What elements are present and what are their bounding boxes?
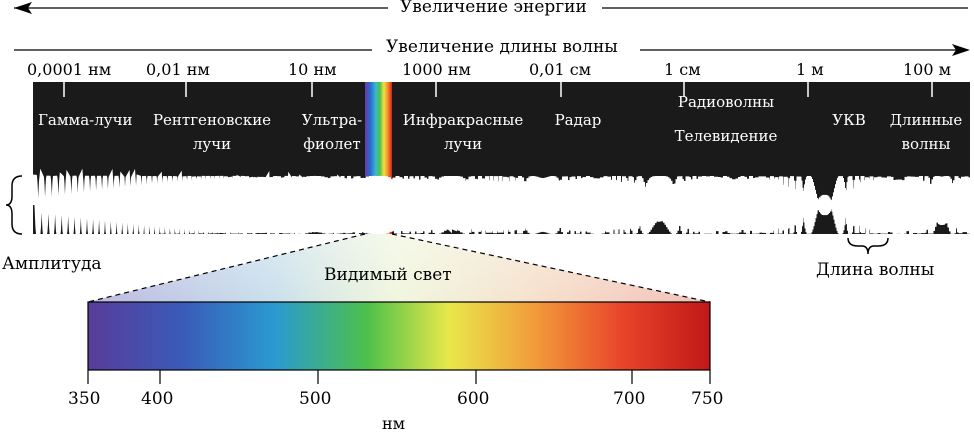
band-vhf-label: УКВ [832,111,866,129]
energy-arrow [14,2,968,14]
visible-scale-label: 350 [68,389,101,409]
band-vhf: УКВ [822,108,876,132]
amplitude-label: Амплитуда [2,254,102,274]
band-uv-line2: фиолет [303,135,361,153]
tick-label: 1000 нм [402,60,471,79]
amplitude-bracket [5,175,23,235]
band-tv: Телевидение [666,124,786,148]
visible-light-label: Видимый свет [324,265,452,285]
band-xray-line1: Рентгеновские [152,111,272,129]
tick-label: 0,01 нм [146,60,210,79]
band-infrared-line1: Инфракрасные [402,111,524,129]
tick-label: 0,01 см [529,60,592,79]
visible-scale-label: 750 [691,389,724,409]
band-tv-label: Телевидение [674,127,778,145]
band-gamma-label: Гамма-лучи [38,111,133,129]
unit-label: нм [382,414,406,433]
wavelength-caption: Длина волны [816,260,935,280]
band-long-line2: волны [901,135,951,153]
band-gamma: Гамма-лучи [38,108,133,132]
wavelength-arrow [14,44,970,56]
visible-scale-ticks [87,370,711,384]
visible-scale-label: 600 [457,389,490,409]
band-radio-label: Радиоволны [677,93,775,111]
visible-scale-label: 500 [299,389,332,409]
band-radar-label: Радар [554,111,602,129]
tick-label: 100 м [903,60,952,79]
tick-label: 1 м [796,60,824,79]
em-wave [31,168,972,241]
energy-label: Увеличение энергии [400,0,587,17]
band-xray: Рентгеновские лучи [150,108,274,156]
band-uv: Ультра- фиолет [294,108,370,156]
visible-scale-label: 700 [613,389,646,409]
band-infrared: Инфракрасные лучи [398,108,528,156]
band-radio: Радиоволны [666,90,786,114]
band-long-waves: Длинные волны [884,108,968,156]
tick-label: 1 см [664,60,701,79]
projection-lines [87,233,711,303]
visible-spectrum-bar [87,301,711,371]
wavelength-brace [847,237,889,255]
visible-scale-label: 400 [141,389,174,409]
wavelength-label: Увеличение длины волны [386,37,618,57]
band-xray-line2: лучи [192,135,232,153]
tick-label: 10 нм [288,60,337,79]
tick-label: 0,0001 нм [27,60,112,79]
band-long-line1: Длинные [889,111,963,129]
band-radar: Радар [546,108,610,132]
wavelength-tick-marks [63,82,933,97]
band-infrared-line2: лучи [443,135,483,153]
band-uv-line1: Ультра- [301,111,363,129]
